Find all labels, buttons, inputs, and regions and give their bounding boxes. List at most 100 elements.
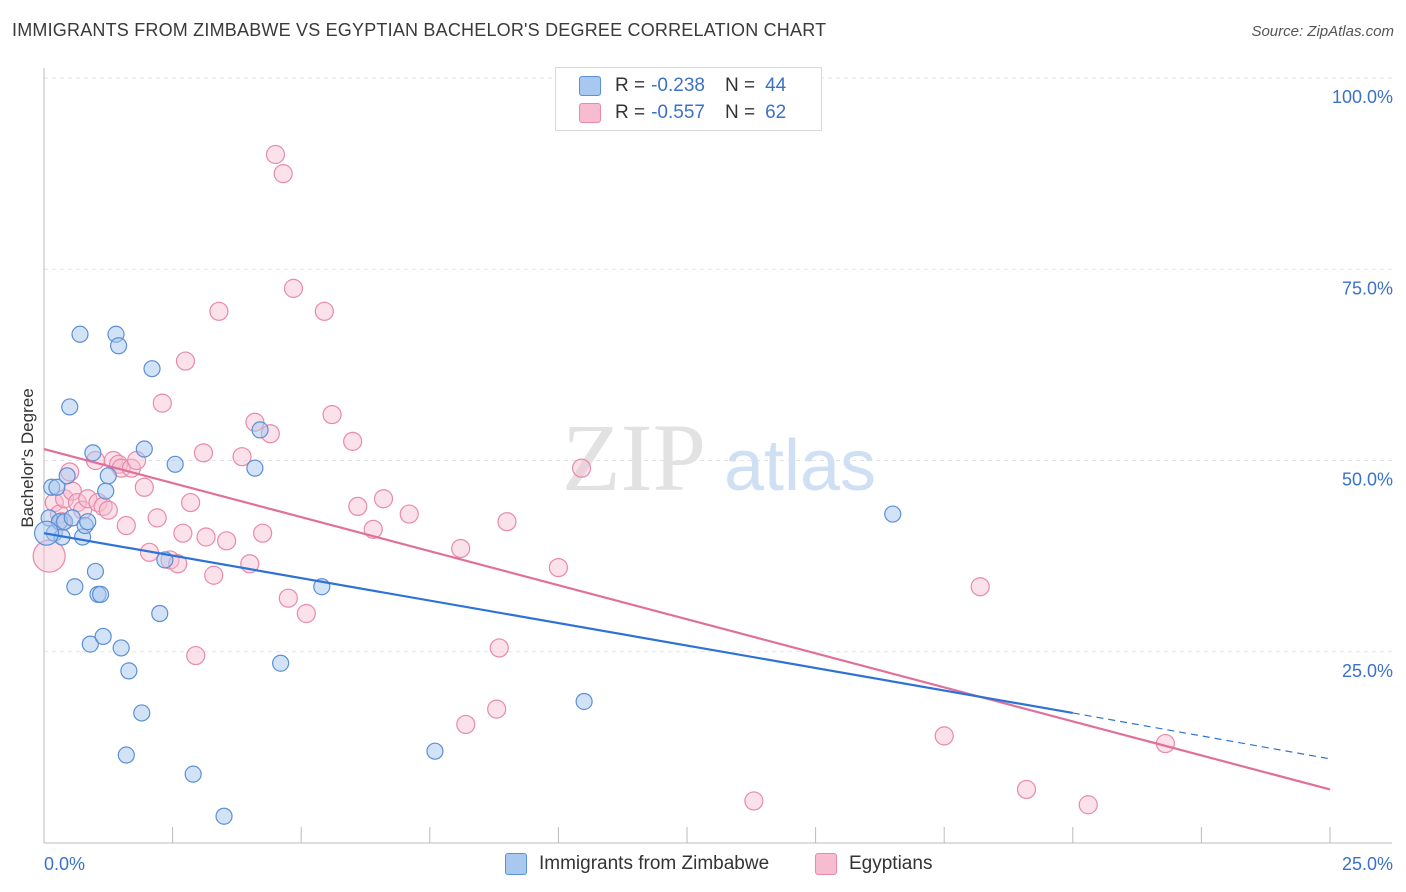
stats-legend: R = -0.238 N = 44 R = -0.557 N = 62: [555, 67, 822, 131]
y-tick-label-0: 100.0%: [1332, 87, 1393, 107]
egyptians-point: [322, 405, 342, 425]
zimbabwe-point: [272, 654, 290, 672]
zimbabwe-point: [48, 478, 66, 496]
zimbabwe-point: [86, 562, 105, 581]
zimbabwe-point: [99, 467, 117, 485]
egyptians-point: [487, 699, 507, 719]
tick-labels: 100.0% 75.0% 50.0% 25.0% 0.0% 25.0%: [44, 87, 1393, 874]
egyptians-point: [348, 496, 368, 516]
egyptians-point: [116, 515, 136, 536]
zimbabwe-point: [97, 482, 115, 500]
egyptians-point: [232, 447, 252, 467]
legend-n-label: N =: [724, 102, 756, 123]
y-tick-label-2: 50.0%: [1342, 470, 1393, 490]
legend-swatch-blue: [579, 76, 601, 96]
egyptians-point: [548, 557, 569, 578]
zimbabwe-point: [117, 746, 135, 764]
egyptians-point: [343, 431, 363, 451]
egyptians-point: [196, 527, 216, 547]
egyptians-point: [314, 301, 334, 321]
egyptians-point: [193, 443, 214, 463]
zimbabwe-point: [79, 513, 97, 531]
y-tick-label-3: 25.0%: [1342, 661, 1393, 681]
watermark-zip: ZIP: [562, 404, 706, 511]
bottom-legend-swatch-pink: [815, 853, 837, 875]
egyptians-point: [970, 577, 990, 597]
legend-n-label: N =: [724, 75, 756, 96]
zimbabwe-point: [251, 421, 269, 439]
zimbabwe-point: [58, 467, 76, 485]
zimbabwe-point: [71, 325, 89, 343]
zimbabwe-point: [133, 704, 151, 722]
egyptians-point: [373, 489, 394, 509]
y-tick-label-1: 75.0%: [1342, 278, 1393, 298]
egyptians-point: [147, 508, 167, 528]
egyptians-point: [209, 301, 229, 321]
egyptians-point: [278, 588, 298, 608]
egyptians-point: [571, 458, 592, 478]
legend-n-value: 62: [765, 102, 787, 123]
zimbabwe-point: [120, 662, 138, 680]
legend-r-label: R =: [615, 75, 646, 96]
egyptians-point: [1078, 795, 1098, 815]
x-tick-label-1: 25.0%: [1342, 854, 1393, 874]
zimbabwe-point: [109, 337, 128, 355]
zimbabwe-trend-line: [43, 532, 1073, 715]
watermark-atlas: atlas: [724, 426, 876, 506]
zimbabwe-point: [246, 459, 264, 477]
zimbabwe-point: [215, 807, 233, 825]
egyptians-point: [265, 144, 286, 165]
zimbabwe-point: [135, 440, 153, 458]
bottom-legend-label-zimbabwe: Immigrants from Zimbabwe: [539, 853, 770, 874]
egyptians-point: [204, 565, 224, 585]
zimbabwe-point: [575, 692, 593, 711]
axes: [43, 68, 1392, 844]
egyptians-point: [253, 523, 273, 543]
zimbabwe-point: [166, 455, 184, 473]
legend-swatch-pink: [579, 103, 601, 123]
zimbabwe-point: [184, 765, 202, 783]
zimbabwe-point: [94, 627, 112, 646]
egyptians-point: [152, 393, 172, 413]
egyptians-point: [934, 726, 954, 746]
egyptians-point: [283, 278, 304, 298]
legend-n-value: 44: [765, 75, 787, 96]
zimbabwe-point: [151, 604, 169, 623]
bottom-legend-zimbabwe: Immigrants from Zimbabwe: [505, 851, 769, 877]
zimbabwe-point: [143, 360, 161, 378]
egyptians-point: [744, 791, 764, 811]
zimbabwe-point: [61, 398, 79, 416]
egyptians-point: [451, 538, 471, 559]
zimbabwe-point: [426, 742, 444, 760]
zimbabwe-point: [91, 585, 110, 603]
egyptians-point: [497, 512, 517, 532]
egyptians-point: [173, 523, 193, 543]
egyptians-point: [296, 603, 316, 624]
legend-r-value: -0.557: [651, 102, 705, 123]
egyptians-point: [98, 500, 118, 520]
zimbabwe-point: [884, 505, 902, 523]
zimbabwe-points: [33, 325, 902, 825]
bottom-legend-egyptians: Egyptians: [815, 851, 932, 877]
watermark: ZIP atlas: [562, 404, 876, 511]
egyptians-point: [1016, 779, 1037, 800]
egyptians-point: [78, 489, 98, 509]
legend-r-value: -0.238: [651, 75, 705, 96]
egyptians-point: [399, 504, 419, 524]
egyptians-point: [489, 638, 509, 658]
chart-title: IMMIGRANTS FROM ZIMBABWE VS EGYPTIAN BAC…: [12, 20, 827, 40]
source-label: Source: ZipAtlas.com: [1251, 23, 1394, 40]
zimbabwe-point: [81, 635, 99, 653]
trend-lines: [43, 447, 1331, 791]
zimbabwe-point: [66, 578, 84, 596]
zimbabwe-point: [112, 639, 130, 657]
bottom-legend-swatch-blue: [505, 853, 527, 875]
legend-row-egyptians: R = -0.557 N = 62: [556, 100, 786, 126]
egyptians-trend-line: [43, 447, 1331, 791]
egyptians-point: [175, 351, 196, 371]
egyptians-point: [456, 714, 476, 735]
bottom-legend-label-egyptians: Egyptians: [849, 853, 933, 874]
egyptians-point: [273, 164, 293, 184]
legend-row-zimbabwe: R = -0.238 N = 44: [556, 73, 786, 99]
zimbabwe-trend-extension: [1072, 712, 1331, 760]
